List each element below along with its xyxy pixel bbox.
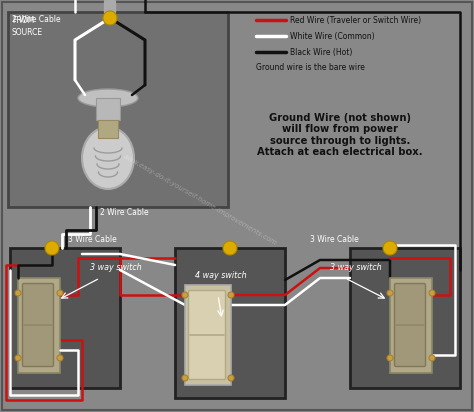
Circle shape: [182, 375, 188, 381]
Circle shape: [182, 292, 188, 298]
Circle shape: [387, 290, 393, 296]
Ellipse shape: [78, 89, 138, 107]
Circle shape: [228, 375, 234, 381]
Text: Red Wire (Traveler or Switch Wire): Red Wire (Traveler or Switch Wire): [290, 16, 421, 25]
Circle shape: [228, 292, 234, 298]
Wedge shape: [103, 11, 117, 25]
Circle shape: [15, 355, 21, 361]
Text: Ground Wire (not shown)
will flow from power
source through to lights.
Attach at: Ground Wire (not shown) will flow from p…: [257, 112, 423, 157]
Wedge shape: [223, 241, 237, 255]
FancyBboxPatch shape: [10, 248, 120, 388]
Text: 3 Wire Cable: 3 Wire Cable: [310, 235, 359, 244]
FancyBboxPatch shape: [22, 283, 54, 367]
FancyBboxPatch shape: [350, 248, 460, 388]
FancyBboxPatch shape: [390, 278, 432, 373]
FancyBboxPatch shape: [8, 12, 228, 207]
Text: 2 Wire Cable: 2 Wire Cable: [100, 208, 149, 217]
Text: www.easy-do-it-yourself-home-improvements.com: www.easy-do-it-yourself-home-improvement…: [122, 153, 278, 247]
Text: White Wire (Common): White Wire (Common): [290, 32, 374, 41]
FancyBboxPatch shape: [175, 248, 285, 398]
Circle shape: [57, 355, 63, 361]
Text: FROM
SOURCE: FROM SOURCE: [12, 16, 43, 37]
Text: 2 Wire Cable: 2 Wire Cable: [12, 15, 61, 24]
Text: 3 way switch: 3 way switch: [330, 263, 382, 272]
Text: 3 Wire Cable: 3 Wire Cable: [68, 235, 117, 244]
FancyBboxPatch shape: [98, 120, 118, 138]
FancyBboxPatch shape: [394, 283, 426, 367]
Wedge shape: [383, 241, 397, 255]
Circle shape: [429, 290, 435, 296]
Text: 4 way switch: 4 way switch: [195, 271, 247, 280]
Wedge shape: [45, 241, 59, 255]
Circle shape: [429, 355, 435, 361]
Circle shape: [15, 290, 21, 296]
FancyBboxPatch shape: [18, 278, 60, 373]
Circle shape: [57, 290, 63, 296]
Text: 3 way switch: 3 way switch: [90, 263, 142, 272]
Text: Ground wire is the bare wire: Ground wire is the bare wire: [256, 63, 365, 72]
FancyBboxPatch shape: [96, 98, 120, 120]
Ellipse shape: [82, 127, 134, 189]
FancyBboxPatch shape: [189, 290, 226, 379]
FancyBboxPatch shape: [185, 285, 231, 385]
Circle shape: [387, 355, 393, 361]
Text: Black Wire (Hot): Black Wire (Hot): [290, 48, 352, 57]
